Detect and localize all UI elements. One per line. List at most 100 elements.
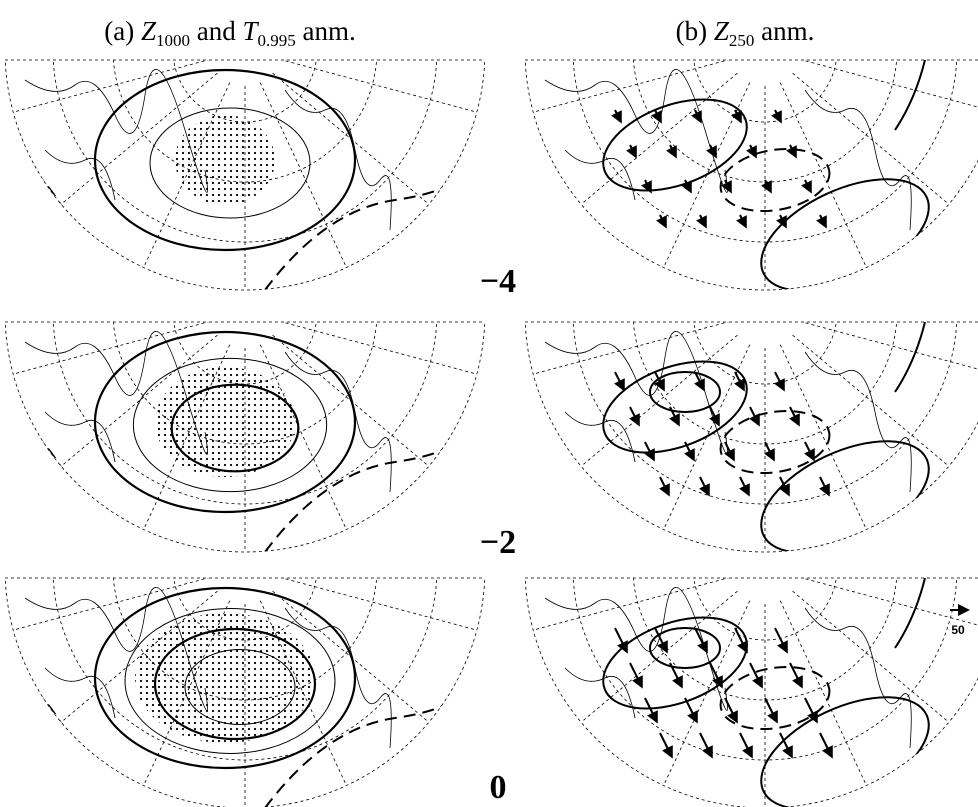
- wind-arrow: [684, 697, 698, 724]
- map-inner: [5, 68, 476, 290]
- wind-arrow: [724, 697, 738, 724]
- coastline: [544, 331, 912, 493]
- wind-arrow: [696, 214, 707, 229]
- wind-arrow: [699, 476, 710, 497]
- map-panel: [5, 60, 485, 291]
- wind-arrow: [611, 109, 622, 124]
- meridian: [60, 334, 218, 467]
- stipple-area: [155, 367, 295, 477]
- wind-arrow: [629, 662, 643, 689]
- map-panel: [5, 322, 485, 553]
- coastline: [544, 587, 912, 749]
- wind-arrow: [681, 179, 692, 194]
- meridian: [259, 344, 347, 530]
- wind-arrow: [801, 179, 812, 194]
- meridian: [280, 322, 477, 375]
- wind-arrow: [771, 109, 782, 124]
- meridian: [779, 82, 867, 268]
- wind-arrow: [819, 732, 833, 759]
- map-panel: [525, 578, 978, 807]
- meridian: [792, 334, 950, 467]
- wind-arrow: [656, 214, 667, 229]
- contour: [602, 360, 748, 454]
- wind-arrow: [644, 697, 658, 724]
- map-inner: [544, 60, 930, 290]
- wind-arrow: [819, 476, 830, 497]
- meridian: [580, 334, 738, 467]
- meridian: [60, 590, 218, 723]
- contour: [153, 627, 317, 741]
- meridian: [533, 322, 730, 375]
- contour: [132, 357, 328, 493]
- wind-arrow: [734, 627, 748, 654]
- wind-arrow: [614, 627, 628, 654]
- contour: [93, 68, 357, 252]
- wind-arrow: [731, 109, 742, 124]
- wind-arrow: [736, 214, 747, 229]
- wind-arrow: [641, 179, 652, 194]
- lag-label: −4: [480, 263, 516, 300]
- contour: [649, 371, 721, 413]
- contour: [170, 383, 300, 473]
- meridian: [792, 590, 950, 723]
- wind-arrow: [659, 476, 670, 497]
- map-inner: [5, 586, 476, 807]
- wind-arrow: [699, 732, 713, 759]
- meridian: [779, 344, 867, 530]
- wind-arrow: [694, 371, 705, 392]
- contour-negative: [719, 409, 831, 475]
- wind-arrow: [734, 371, 745, 392]
- meridian: [580, 72, 738, 205]
- map-panel: [525, 322, 978, 553]
- reference-label: 50: [951, 623, 965, 637]
- meridian: [259, 82, 347, 268]
- wind-arrow: [746, 144, 757, 159]
- wind-arrow: [724, 441, 735, 462]
- meridian: [13, 578, 210, 631]
- meridian: [272, 72, 430, 205]
- meridian: [259, 600, 347, 786]
- wind-arrow: [626, 144, 637, 159]
- map-inner: [5, 330, 476, 552]
- meridian: [143, 82, 231, 268]
- meridian: [143, 600, 231, 786]
- meridian: [280, 60, 477, 113]
- contour: [649, 627, 721, 669]
- panel-title: (a) Z1000 and T0.995 anm.: [104, 16, 356, 50]
- contour: [93, 330, 357, 514]
- wind-arrow: [654, 627, 668, 654]
- contour: [602, 98, 748, 192]
- meridian: [663, 600, 751, 786]
- wind-arrow: [789, 406, 800, 427]
- wind-arrow: [666, 144, 677, 159]
- meridian: [663, 82, 751, 268]
- lag-label: 0: [490, 769, 507, 806]
- meridian: [800, 60, 978, 108]
- contour-negative: [264, 159, 476, 290]
- wind-arrow: [764, 441, 775, 462]
- latitude-circle: [525, 578, 978, 807]
- meridian: [533, 60, 730, 113]
- wind-arrow: [804, 697, 818, 724]
- contour: [894, 60, 926, 131]
- wind-arrow: [749, 406, 760, 427]
- wind-arrow: [694, 627, 708, 654]
- wind-arrow: [614, 371, 625, 392]
- wind-arrow: [739, 732, 753, 759]
- stipple-area: [175, 115, 275, 205]
- meridian: [13, 322, 210, 375]
- contour: [894, 322, 926, 393]
- map-inner: [544, 578, 930, 807]
- wind-arrow: [774, 627, 788, 654]
- meridian: [280, 578, 477, 631]
- wind-arrow: [709, 406, 720, 427]
- meridian: [272, 334, 430, 467]
- latitude-circle: [525, 322, 978, 553]
- meridian: [13, 60, 210, 113]
- coastline: [544, 69, 912, 231]
- wind-arrow: [779, 476, 790, 497]
- panel-title: (b) Z250 anm.: [676, 16, 815, 50]
- contour: [894, 578, 926, 649]
- contour-negative: [719, 147, 831, 213]
